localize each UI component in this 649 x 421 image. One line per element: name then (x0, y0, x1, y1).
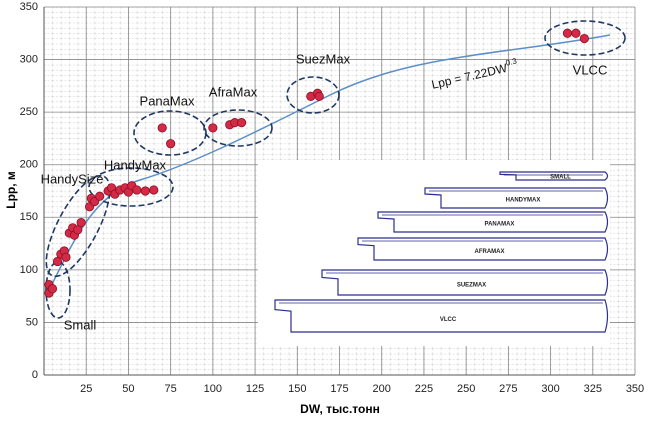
x-tick-label: 75 (165, 383, 177, 395)
x-tick-label: 225 (415, 383, 433, 395)
ship-hull (274, 299, 609, 333)
x-tick-label: 125 (246, 383, 264, 395)
point (76, 217, 86, 228)
ship-inset: SMALL HANDYMAX PANAMAX AFRAMAX SUEZMAX VLCC (274, 171, 609, 333)
point (52, 256, 63, 267)
cluster-label: Small (64, 317, 97, 332)
ship-label: SUEZMAX (457, 283, 486, 289)
cluster-label: AfraMax (209, 84, 258, 99)
point (47, 284, 58, 294)
y-tick-label: 200 (20, 159, 38, 171)
trend-line (48, 34, 611, 291)
y-axis-title: Lpp, м (4, 171, 18, 209)
point (140, 186, 150, 196)
cluster-label: VLCC (573, 62, 608, 77)
cluster-label: SuezMax (296, 51, 351, 66)
y-tick-label: 250 (20, 106, 38, 118)
point (562, 28, 573, 38)
ellipse (286, 76, 340, 114)
y-tick-label: 300 (20, 53, 38, 65)
ellipse (203, 109, 273, 147)
ship-label: SMALL (550, 174, 571, 180)
x-tick-label: 100 (204, 383, 222, 395)
ellipse (544, 20, 626, 56)
ellipse (45, 174, 111, 278)
cluster-label: HandyMax (104, 157, 167, 172)
cluster-label: PanaMax (140, 93, 195, 108)
point (571, 28, 581, 38)
x-tick-label: 275 (499, 383, 517, 395)
x-axis-title: DW, тыс.тонн (300, 402, 380, 416)
points (44, 28, 589, 298)
x-tick-label: 250 (457, 383, 475, 395)
point (149, 185, 159, 195)
x-tick-label: 325 (584, 383, 602, 395)
point (132, 185, 142, 195)
y-tick-label: 150 (20, 211, 38, 223)
point (236, 118, 247, 128)
x-tick-label: 300 (541, 383, 559, 395)
ship-hull (424, 187, 609, 209)
ellipse (88, 167, 174, 207)
ship-hull (499, 171, 609, 181)
point (314, 91, 324, 101)
point (73, 225, 83, 235)
y-tick-label: 50 (26, 316, 38, 328)
point (157, 123, 167, 133)
x-tick-label: 175 (330, 383, 348, 395)
cluster-ellipses (45, 20, 626, 319)
ship-label: AFRAMAX (475, 249, 505, 255)
y-tick-label: 350 (20, 1, 38, 13)
x-tick-label: 150 (288, 383, 306, 395)
x-tick-label: 50 (122, 383, 134, 395)
x-tick-label: 350 (626, 383, 644, 395)
x-tick-label: 25 (80, 383, 92, 395)
cluster-label: HandySize (41, 171, 104, 186)
ship-hull (357, 237, 609, 261)
point (95, 191, 105, 201)
y-tick-label: 100 (20, 264, 38, 276)
point (579, 33, 589, 44)
ship-hull (321, 269, 609, 296)
ship-label: VLCC (440, 317, 457, 323)
x-tick-label: 200 (373, 383, 391, 395)
formula-exponent: 0.3 (505, 56, 518, 67)
y-tick-label: 0 (32, 369, 38, 381)
point (208, 123, 218, 133)
point (61, 252, 71, 262)
ship-label: HANDYMAX (506, 198, 541, 204)
point (166, 139, 176, 149)
ship-hull (377, 211, 609, 233)
ship-label: PANAMAX (485, 222, 515, 228)
